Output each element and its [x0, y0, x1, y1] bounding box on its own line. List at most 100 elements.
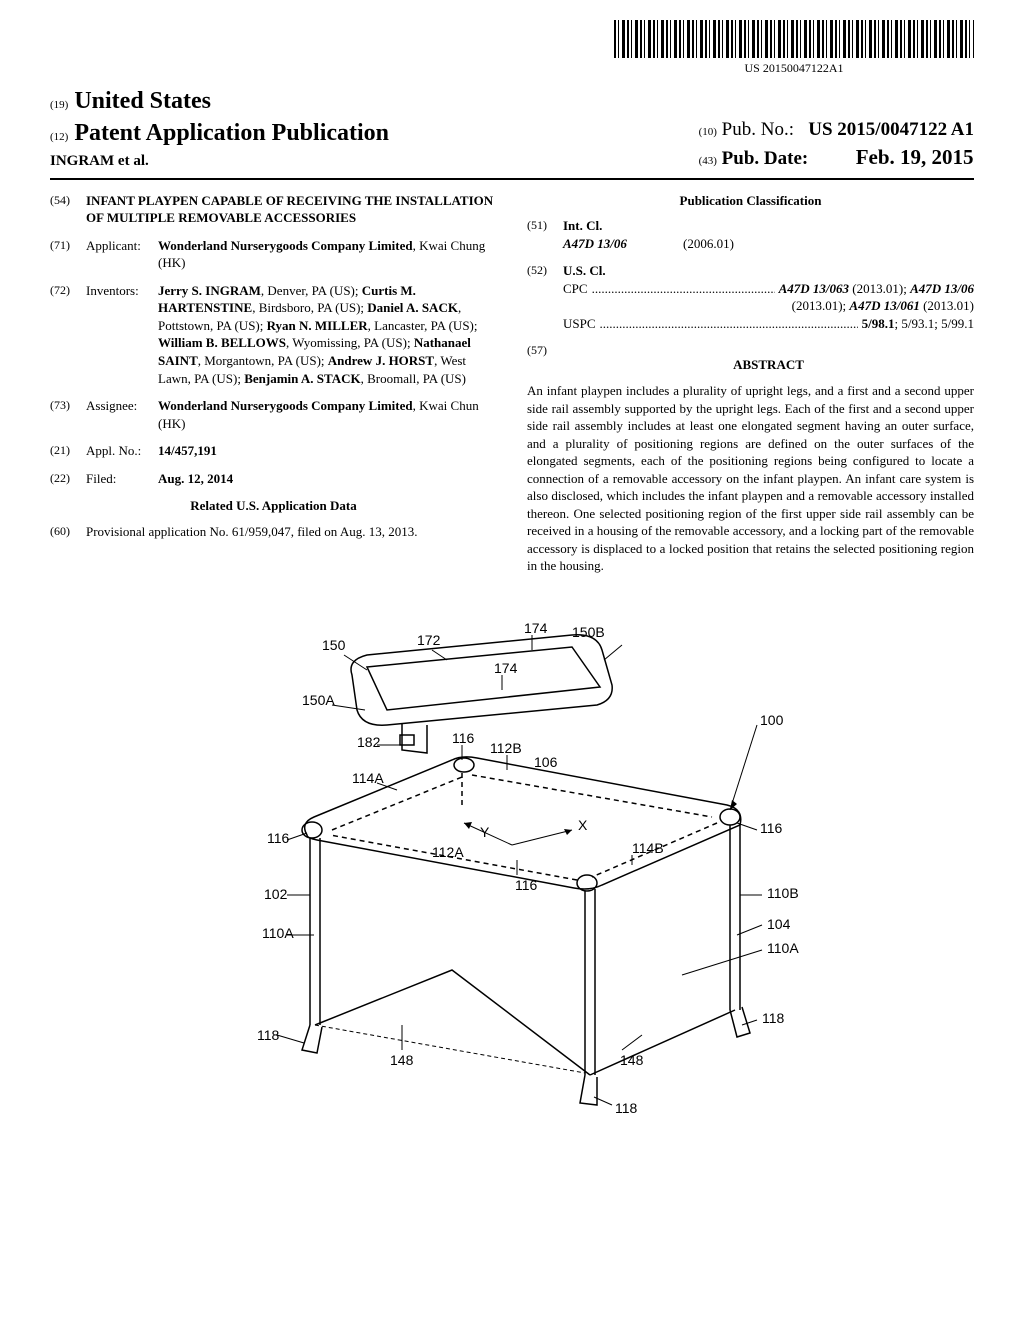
provisional-code: (60): [50, 523, 86, 541]
header-row: (19) United States (12) Patent Applicati…: [50, 85, 974, 180]
cpc-value-2: (2013.01); A47D 13/061 (2013.01): [563, 297, 974, 315]
svg-text:150A: 150A: [302, 692, 335, 708]
provisional-body: Provisional application No. 61/959,047, …: [86, 523, 497, 541]
abstract-header: (57) ABSTRACT: [527, 342, 974, 382]
svg-text:116: 116: [267, 830, 290, 846]
uscl-code: (52): [527, 262, 563, 332]
svg-text:104: 104: [767, 916, 791, 932]
svg-text:112A: 112A: [432, 844, 464, 860]
svg-text:150: 150: [322, 637, 346, 653]
inventors-body: Jerry S. INGRAM, Denver, PA (US); Curtis…: [158, 282, 497, 387]
classification-heading: Publication Classification: [527, 192, 974, 210]
svg-text:148: 148: [620, 1052, 644, 1068]
uspc-line: USPC 5/98.1; 5/93.1; 5/99.1: [563, 315, 974, 333]
patent-figure: 150 172 174 150B 174 150A 182 116 112B 1…: [202, 605, 822, 1125]
figure-area: 150 172 174 150B 174 150A 182 116 112B 1…: [50, 605, 974, 1130]
inventors-field: (72) Inventors: Jerry S. INGRAM, Denver,…: [50, 282, 497, 387]
assignee-label: Assignee:: [86, 397, 158, 432]
barcode-section: US 20150047122A1: [50, 20, 974, 77]
assignee-code: (73): [50, 397, 86, 432]
assignee-body: Wonderland Nurserygoods Company Limited,…: [158, 397, 497, 432]
country-line: (19) United States: [50, 85, 389, 117]
applicant-label: Applicant:: [86, 237, 158, 272]
pub-type-line: (12) Patent Application Publication: [50, 117, 389, 149]
intcl-value: A47D 13/06: [563, 236, 627, 251]
pub-date-label: Pub. Date:: [722, 148, 809, 169]
svg-text:114A: 114A: [352, 770, 384, 786]
intcl-label: Int. Cl.: [563, 218, 602, 233]
right-column: Publication Classification (51) Int. Cl.…: [527, 192, 974, 575]
pub-no-code: (10): [699, 126, 717, 138]
uscl-label: U.S. Cl.: [563, 263, 606, 278]
intcl-field: (51) Int. Cl. A47D 13/06 (2006.01): [527, 217, 974, 252]
svg-text:150B: 150B: [572, 624, 605, 640]
cpc-label: CPC: [563, 280, 588, 298]
pub-no-line: (10) Pub. No.: US 2015/0047122 A1: [699, 117, 974, 143]
applicant-name: Wonderland Nurserygoods Company Limited: [158, 238, 413, 253]
svg-text:116: 116: [452, 730, 475, 746]
pub-type-text: Patent Application Publication: [74, 120, 389, 146]
cpc-value: A47D 13/063 (2013.01); A47D 13/06: [779, 280, 974, 298]
intcl-body: Int. Cl. A47D 13/06 (2006.01): [563, 217, 974, 252]
left-column: (54) INFANT PLAYPEN CAPABLE OF RECEIVING…: [50, 192, 497, 575]
related-heading: Related U.S. Application Data: [50, 497, 497, 515]
svg-text:102: 102: [264, 886, 288, 902]
barcode-text: US 20150047122A1: [614, 60, 974, 76]
inventors-code: (72): [50, 282, 86, 387]
svg-text:172: 172: [417, 632, 441, 648]
pub-no-label: Pub. No.:: [722, 119, 794, 140]
inventors-label: Inventors:: [86, 282, 158, 387]
pub-type-code: (12): [50, 131, 68, 143]
svg-text:106: 106: [534, 754, 558, 770]
abstract-heading: ABSTRACT: [563, 356, 974, 374]
svg-text:182: 182: [357, 734, 381, 750]
svg-text:116: 116: [760, 820, 783, 836]
uscl-field: (52) U.S. Cl. CPC A47D 13/063 (2013.01);…: [527, 262, 974, 332]
svg-text:174: 174: [524, 620, 548, 636]
country-code: (19): [50, 99, 68, 111]
cpc-line: CPC A47D 13/063 (2013.01); A47D 13/06: [563, 280, 974, 298]
intcl-code: (51): [527, 217, 563, 252]
title-field: (54) INFANT PLAYPEN CAPABLE OF RECEIVING…: [50, 192, 497, 227]
header-right: (10) Pub. No.: US 2015/0047122 A1 (43) P…: [699, 117, 974, 171]
svg-text:110A: 110A: [767, 940, 799, 956]
uscl-body: U.S. Cl. CPC A47D 13/063 (2013.01); A47D…: [563, 262, 974, 332]
appl-no-field: (21) Appl. No.: 14/457,191: [50, 442, 497, 460]
applicant-code: (71): [50, 237, 86, 272]
svg-text:174: 174: [494, 660, 518, 676]
svg-text:110A: 110A: [262, 925, 294, 941]
appl-no-label: Appl. No.:: [86, 442, 158, 460]
content-columns: (54) INFANT PLAYPEN CAPABLE OF RECEIVING…: [50, 192, 974, 575]
filed-value: Aug. 12, 2014: [158, 470, 497, 488]
svg-text:118: 118: [257, 1027, 280, 1043]
country-name: United States: [74, 88, 211, 114]
svg-text:118: 118: [762, 1010, 785, 1026]
abstract-text: An infant playpen includes a plurality o…: [527, 382, 974, 575]
assignee-field: (73) Assignee: Wonderland Nurserygoods C…: [50, 397, 497, 432]
provisional-field: (60) Provisional application No. 61/959,…: [50, 523, 497, 541]
barcode-bars: [614, 20, 974, 58]
uspc-label: USPC: [563, 315, 596, 333]
dots: [592, 280, 775, 298]
filed-field: (22) Filed: Aug. 12, 2014: [50, 470, 497, 488]
svg-text:X: X: [578, 817, 588, 833]
header-left: (19) United States (12) Patent Applicati…: [50, 85, 389, 172]
svg-text:110B: 110B: [767, 885, 799, 901]
svg-text:100: 100: [760, 712, 784, 728]
abstract-code: (57): [527, 342, 563, 382]
svg-text:118: 118: [615, 1100, 638, 1116]
title-text: INFANT PLAYPEN CAPABLE OF RECEIVING THE …: [86, 192, 497, 227]
uspc-value: 5/98.1; 5/93.1; 5/99.1: [862, 315, 974, 333]
svg-text:116: 116: [515, 877, 538, 893]
svg-text:114B: 114B: [632, 840, 664, 856]
pub-date-code: (43): [699, 155, 717, 167]
barcode: US 20150047122A1: [614, 20, 974, 76]
filed-label: Filed:: [86, 470, 158, 488]
authors-line: INGRAM et al.: [50, 151, 389, 171]
svg-text:Y: Y: [480, 824, 490, 840]
pub-no-value: US 2015/0047122 A1: [808, 119, 974, 140]
filed-code: (22): [50, 470, 86, 488]
svg-text:112B: 112B: [490, 740, 522, 756]
intcl-year: (2006.01): [683, 235, 734, 253]
appl-no-code: (21): [50, 442, 86, 460]
